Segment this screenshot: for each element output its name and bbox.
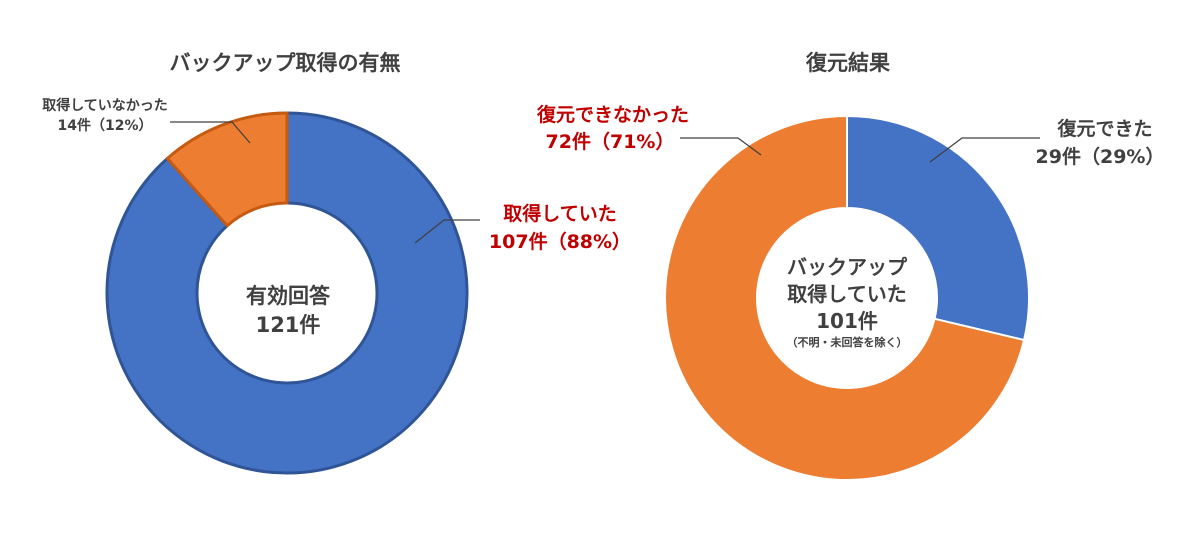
leader-line [170,121,251,144]
slice-label-value: 107件（88%） [489,230,631,253]
donut-slices [664,115,1030,481]
slice-label-value: 29件（29%） [1036,145,1165,168]
chart-title: バックアップ取得の有無 [170,51,401,75]
slice-label-value: 72件（71%） [546,130,675,153]
slice-label-name: 取得していた [503,202,616,225]
chart-title: 復元結果 [805,51,890,75]
leader-line [680,137,762,156]
center-label-line3: 101件 [816,309,878,333]
center-label-line2: 121件 [256,313,321,337]
center-label-note: （不明・未回答を除く） [787,335,908,349]
leader-line [414,219,480,244]
center-label-line2: 取得していた [787,282,906,306]
slice-label-name: 復元できた [1056,117,1152,140]
slice-label-name: 復元できなかった [536,103,689,126]
donut-slice [664,115,1026,481]
leader-line [929,137,1040,163]
center-label-line1: バックアップ [787,255,908,279]
donut-slice [165,111,289,228]
slice-label-name: 取得していなかった [42,97,168,114]
chart-restore: 復元結果 バックアップ 取得していた 101件 （不明・未回答を除く） 復元でき… [536,51,1165,481]
center-label-line1: 有効回答 [246,284,331,308]
chart-backup: バックアップ取得の有無 有効回答 121件 取得していた 107件（88%） 取… [42,51,631,475]
donut-slices [105,111,469,475]
donut-slice [846,115,1030,342]
slice-label-value: 14件（12%） [58,117,153,134]
donut-slice [105,111,469,475]
